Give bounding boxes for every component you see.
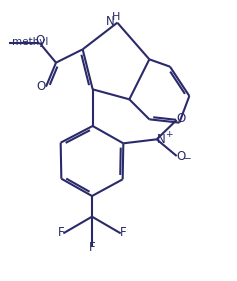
Text: N: N [106,15,115,28]
Text: O: O [176,149,185,162]
Text: F: F [120,226,127,239]
Text: methyl: methyl [12,37,49,47]
Text: F: F [89,241,95,254]
Text: H: H [112,12,121,22]
Text: O: O [36,80,46,93]
Text: F: F [58,226,65,239]
Text: −: − [183,154,192,164]
Text: O: O [176,112,185,126]
Text: N: N [157,133,166,146]
Text: O: O [36,34,45,47]
Text: +: + [165,130,172,139]
